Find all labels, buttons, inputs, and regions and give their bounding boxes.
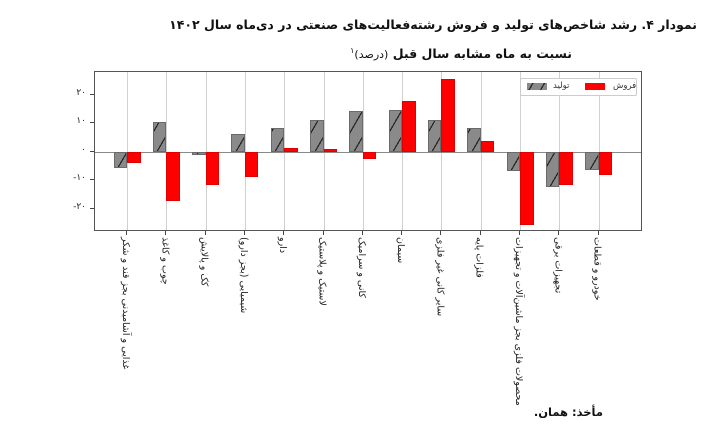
legend: تولید فروش bbox=[520, 78, 637, 96]
y-tick-mark bbox=[90, 179, 94, 181]
y-tick-label: ۱۰ bbox=[76, 116, 86, 127]
y-tick-mark bbox=[90, 93, 94, 95]
x-tick-mark bbox=[597, 231, 599, 235]
x-tick-label: لاستیک و پلاستیک bbox=[316, 237, 328, 306]
bar-production bbox=[270, 127, 285, 152]
x-tick-mark bbox=[519, 231, 520, 235]
bar-sales bbox=[127, 151, 141, 164]
chart-subtitle-line: نسبت به ماه مشابه سال قبل (درصد)۱ bbox=[97, 38, 697, 68]
legend-label-production: تولید bbox=[553, 81, 570, 91]
chart-subtitle: نسبت به ماه مشابه سال قبل bbox=[392, 46, 572, 62]
bar-sales bbox=[166, 151, 180, 202]
x-tick-mark bbox=[243, 231, 245, 235]
bar-sales bbox=[598, 151, 613, 176]
x-tick-label: تجهیزات برقی bbox=[552, 237, 564, 294]
gridline bbox=[362, 72, 364, 230]
bar-production bbox=[427, 119, 442, 152]
x-tick-label: دارو bbox=[277, 237, 289, 254]
x-tick-label: فلزات پایه bbox=[473, 237, 485, 278]
x-tick-label: خودرو و قطعات bbox=[591, 237, 603, 301]
bar-production bbox=[231, 134, 245, 152]
x-tick-mark bbox=[204, 231, 206, 235]
y-tick-mark bbox=[90, 150, 94, 152]
x-tick-label: کانی و سرامیک bbox=[355, 237, 367, 298]
x-tick-mark bbox=[165, 231, 167, 235]
x-tick-label: کک و پالایش bbox=[198, 237, 210, 287]
x-tick-mark bbox=[283, 231, 285, 235]
unit-note: (درصد) bbox=[354, 48, 389, 62]
bar-sales bbox=[480, 140, 495, 152]
bar-sales bbox=[244, 151, 259, 177]
bar-sales bbox=[402, 101, 416, 152]
x-tick-mark bbox=[558, 231, 560, 235]
legend-swatch-production bbox=[527, 83, 547, 90]
y-tick-mark bbox=[90, 122, 94, 124]
gridline bbox=[598, 72, 600, 230]
x-tick-mark bbox=[361, 231, 363, 235]
x-tick-mark bbox=[401, 231, 403, 235]
y-tick-label: -۱۰ bbox=[73, 173, 86, 184]
bar-sales bbox=[284, 147, 298, 152]
bar-production bbox=[506, 151, 520, 172]
y-tick-mark bbox=[90, 207, 94, 209]
x-tick-mark bbox=[322, 231, 324, 235]
chart-title-block: نمودار ۴. رشد شاخص‌های تولید و فروش رشته… bbox=[97, 12, 697, 68]
legend-swatch-sales bbox=[585, 83, 605, 90]
bar-sales bbox=[441, 79, 455, 152]
x-tick-mark bbox=[126, 231, 127, 235]
bar-production bbox=[585, 151, 599, 170]
plot-area bbox=[94, 71, 642, 231]
y-tick-label: ۲۰ bbox=[76, 87, 86, 98]
bar-production bbox=[192, 151, 206, 156]
gridline bbox=[127, 72, 128, 230]
bar-sales bbox=[559, 151, 573, 185]
bar-production bbox=[152, 122, 167, 152]
x-tick-label: چوب و کاغذ bbox=[159, 237, 171, 285]
y-tick-label: ۰ bbox=[81, 144, 86, 155]
gridline bbox=[166, 72, 168, 230]
bar-production bbox=[349, 110, 363, 152]
bar-sales bbox=[362, 151, 377, 160]
gridline bbox=[559, 72, 561, 230]
bar-production bbox=[310, 120, 324, 152]
x-tick-mark bbox=[440, 231, 442, 235]
x-tick-label: سیمان bbox=[395, 237, 407, 264]
source-note: مأخذ: همان. bbox=[533, 405, 603, 419]
gridline bbox=[244, 72, 246, 230]
x-tick-mark bbox=[479, 231, 481, 235]
bar-production bbox=[467, 127, 481, 152]
bar-production bbox=[545, 151, 560, 188]
footnote-mark: ۱ bbox=[350, 46, 355, 55]
chart-title: نمودار ۴. رشد شاخص‌های تولید و فروش رشته… bbox=[169, 17, 697, 32]
bar-sales bbox=[520, 151, 534, 225]
x-tick-label: محصولات فلزی بجز ماشین‌آلات و تجهیزات bbox=[513, 237, 524, 406]
y-tick-label: -۲۰ bbox=[73, 201, 86, 212]
gridline bbox=[205, 72, 207, 230]
x-tick-label: شیمیایی (بجز دارو) bbox=[237, 237, 249, 314]
x-tick-label: سایر کانی غیر فلزی bbox=[434, 237, 446, 317]
x-tick-label: غذایی و آشامیدنی بجز قند و شکر bbox=[120, 237, 131, 370]
legend-label-sales: فروش bbox=[613, 81, 637, 91]
bar-sales bbox=[205, 151, 220, 186]
bar-production bbox=[113, 151, 127, 169]
gridline bbox=[520, 72, 521, 230]
bar-sales bbox=[323, 148, 337, 152]
bar-production bbox=[388, 109, 403, 152]
